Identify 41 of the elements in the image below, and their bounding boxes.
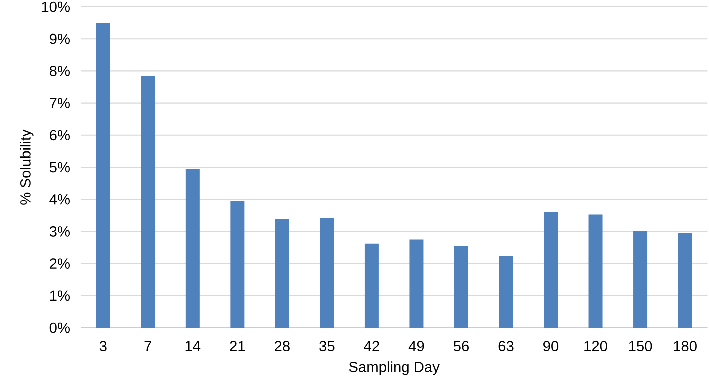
y-tick-label: 1% (50, 290, 70, 302)
bar (454, 246, 468, 328)
bar (544, 212, 558, 328)
y-tick-label: 10% (42, 2, 70, 12)
bar (364, 244, 379, 328)
bar (141, 76, 156, 328)
x-tick-label: 120 (584, 341, 608, 352)
y-tick-label: 2% (50, 258, 70, 269)
x-tick-label: 42 (364, 341, 380, 352)
x-tick-label: 63 (498, 341, 514, 352)
y-tick-label: 4% (50, 194, 70, 205)
y-tick-label: 5% (50, 162, 70, 173)
bar (588, 214, 603, 328)
y-axis-title: % Solubility (20, 130, 34, 205)
x-tick-label: 7 (144, 341, 152, 352)
x-tick-label: 28 (275, 341, 290, 352)
bar (186, 169, 200, 328)
x-tick-label: 35 (320, 341, 335, 352)
bar (230, 202, 245, 328)
bar (96, 23, 110, 328)
x-tick-label: 150 (629, 341, 652, 352)
y-tick-label: 3% (50, 226, 70, 237)
x-tick-label: 14 (186, 341, 201, 352)
y-tick-label: 0% (50, 322, 70, 334)
bar (634, 231, 648, 328)
bar (275, 219, 290, 328)
x-axis-title: Sampling Day (349, 362, 440, 376)
bar (678, 233, 692, 328)
y-tick-label: 9% (50, 34, 70, 44)
bar (410, 240, 424, 328)
x-tick-label: 90 (544, 341, 559, 352)
y-tick-label: 6% (50, 130, 70, 141)
bar (499, 256, 514, 328)
x-tick-label: 3 (100, 341, 107, 352)
y-tick-label: 7% (50, 98, 70, 108)
x-tick-label: 180 (674, 341, 697, 352)
bar (320, 218, 334, 328)
x-tick-label: 21 (230, 341, 246, 352)
y-tick-label: 8% (50, 66, 70, 76)
x-tick-label: 49 (408, 341, 424, 352)
x-tick-label: 56 (454, 341, 469, 352)
